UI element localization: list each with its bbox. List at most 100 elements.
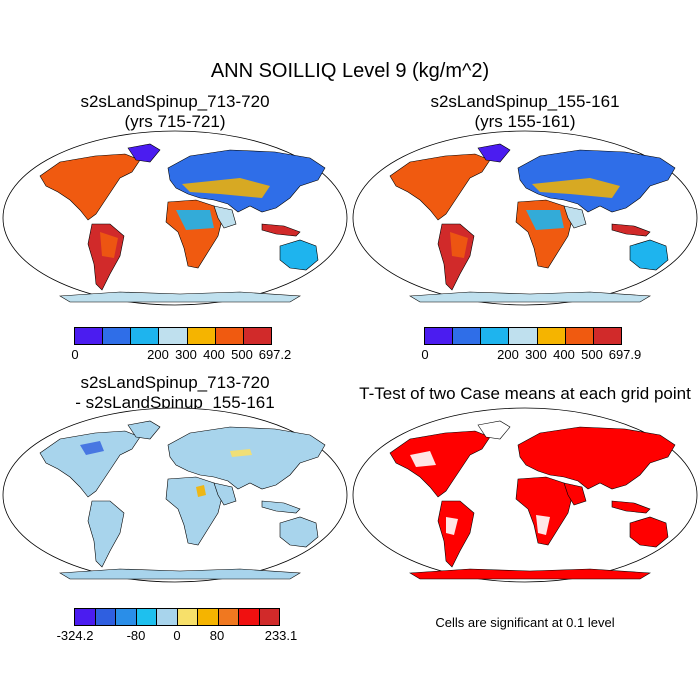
colorbar-swatch: [131, 328, 160, 344]
landmass-arabia: [213, 482, 237, 506]
field-patch: [410, 451, 436, 467]
panel-title-line2: (yrs 155-161): [474, 112, 576, 131]
colorbar-swatch: [481, 328, 510, 344]
colorbar-swatch: [425, 328, 454, 344]
landmass-antarctica: [409, 568, 651, 580]
panel-title-line2: (yrs 715-721): [124, 112, 226, 131]
field-patch: [526, 210, 564, 230]
colorbar-swatch: [136, 609, 157, 625]
panel-title-line1: s2sLandSpinup_713-720: [80, 373, 270, 392]
colorbar-tick: 0: [71, 347, 79, 362]
landmass-arabia: [563, 482, 587, 506]
colorbar-swatch: [159, 328, 188, 344]
panel-title-difference: s2sLandSpinup_713-720 - s2sLandSpinup_15…: [0, 373, 350, 413]
colorbar-swatch: [198, 609, 219, 625]
colorbar-tick: 697.9: [608, 347, 642, 362]
panel-title-case2: s2sLandSpinup_155-161 (yrs 155-161): [350, 92, 700, 132]
landmass-australia: [279, 516, 319, 548]
landmass-indonesia: [611, 500, 651, 514]
landmass-northAmerica: [39, 153, 141, 221]
colorbar-swatch: [218, 609, 239, 625]
colorbar-swatch: [453, 328, 482, 344]
field-patch: [450, 232, 468, 258]
colorbar-tick: 500: [231, 347, 253, 362]
colorbar-swatch: [565, 328, 594, 344]
field-patch: [536, 515, 550, 535]
landmass-southAmerica: [87, 500, 125, 568]
colorbar-swatch: [215, 328, 244, 344]
colorbar-swatch: [75, 609, 96, 625]
colorbar-swatch: [243, 328, 271, 344]
landmass-africa: [165, 476, 223, 546]
landmass-greenland: [477, 420, 511, 440]
panel-title-case1: s2sLandSpinup_713-720 (yrs 715-721): [0, 92, 350, 132]
field-patch: [230, 449, 252, 457]
field-patch: [176, 210, 214, 230]
landmass-australia: [279, 239, 319, 271]
field-patch: [100, 232, 118, 258]
colorbar-swatch: [509, 328, 538, 344]
landmass-indonesia: [611, 223, 651, 237]
colorbar-swatch: [537, 328, 566, 344]
colorbar-tick: -80: [126, 628, 146, 643]
map-ttest: [352, 407, 698, 583]
colorbar-swatch: [75, 328, 104, 344]
landmass-australia: [629, 516, 669, 548]
landmass-greenland: [127, 420, 161, 440]
panel-title-line2: - s2sLandSpinup_155-161: [75, 393, 275, 412]
landmass-indonesia: [261, 223, 301, 237]
field-patch: [532, 178, 620, 198]
landmass-antarctica: [59, 291, 301, 303]
significance-note: Cells are significant at 0.1 level: [435, 615, 615, 630]
field-patch: [446, 517, 458, 535]
colorbar-case1: [74, 327, 272, 345]
colorbar-tick: 300: [175, 347, 197, 362]
panel-title-line1: T-Test of two Case means at each grid po…: [359, 384, 691, 403]
colorbar-tick: 697.2: [258, 347, 292, 362]
panel-title-line1: s2sLandSpinup_155-161: [430, 92, 620, 111]
field-patch: [196, 485, 206, 497]
landmass-antarctica: [59, 568, 301, 580]
field-patch: [182, 178, 270, 198]
colorbar-swatch: [177, 609, 198, 625]
colorbar-tick: 200: [497, 347, 519, 362]
landmass-greenland: [477, 143, 511, 163]
colorbar-tick: 400: [553, 347, 575, 362]
landmass-australia: [629, 239, 669, 271]
colorbar-swatch: [239, 609, 260, 625]
colorbar-tick: 233.1: [264, 628, 298, 643]
colorbar-tick: 300: [525, 347, 547, 362]
landmass-northAmerica: [39, 430, 141, 498]
colorbar-tick: 0: [421, 347, 429, 362]
map-difference: [2, 407, 348, 583]
landmass-indonesia: [261, 500, 301, 514]
panel-title-ttest: T-Test of two Case means at each grid po…: [350, 384, 700, 404]
field-patch: [80, 441, 104, 455]
colorbar-tick: 200: [147, 347, 169, 362]
landmass-eurasia: [517, 426, 676, 490]
colorbar-tick: 0: [173, 628, 181, 643]
colorbar-tick: 400: [203, 347, 225, 362]
landmass-eurasia: [167, 426, 326, 490]
map-case2: [352, 130, 698, 306]
landmass-antarctica: [409, 291, 651, 303]
landmass-arabia: [213, 205, 237, 229]
landmass-arabia: [563, 205, 587, 229]
colorbar-swatch: [157, 609, 178, 625]
panel-title-line1: s2sLandSpinup_713-720: [80, 92, 270, 111]
colorbar-swatch: [187, 328, 216, 344]
map-case1: [2, 130, 348, 306]
landmass-africa: [515, 476, 573, 546]
colorbar-case2: [424, 327, 622, 345]
colorbar-swatch: [116, 609, 137, 625]
colorbar-tick: -324.2: [56, 628, 94, 643]
colorbar-swatch: [103, 328, 132, 344]
colorbar-swatch: [593, 328, 621, 344]
colorbar-difference: [74, 608, 280, 626]
landmass-northAmerica: [389, 153, 491, 221]
landmass-northAmerica: [389, 430, 491, 498]
colorbar-tick: 500: [581, 347, 603, 362]
colorbar-swatch: [95, 609, 116, 625]
colorbar-tick: 80: [209, 628, 225, 643]
figure-title: ANN SOILLIQ Level 9 (kg/m^2): [210, 60, 490, 82]
